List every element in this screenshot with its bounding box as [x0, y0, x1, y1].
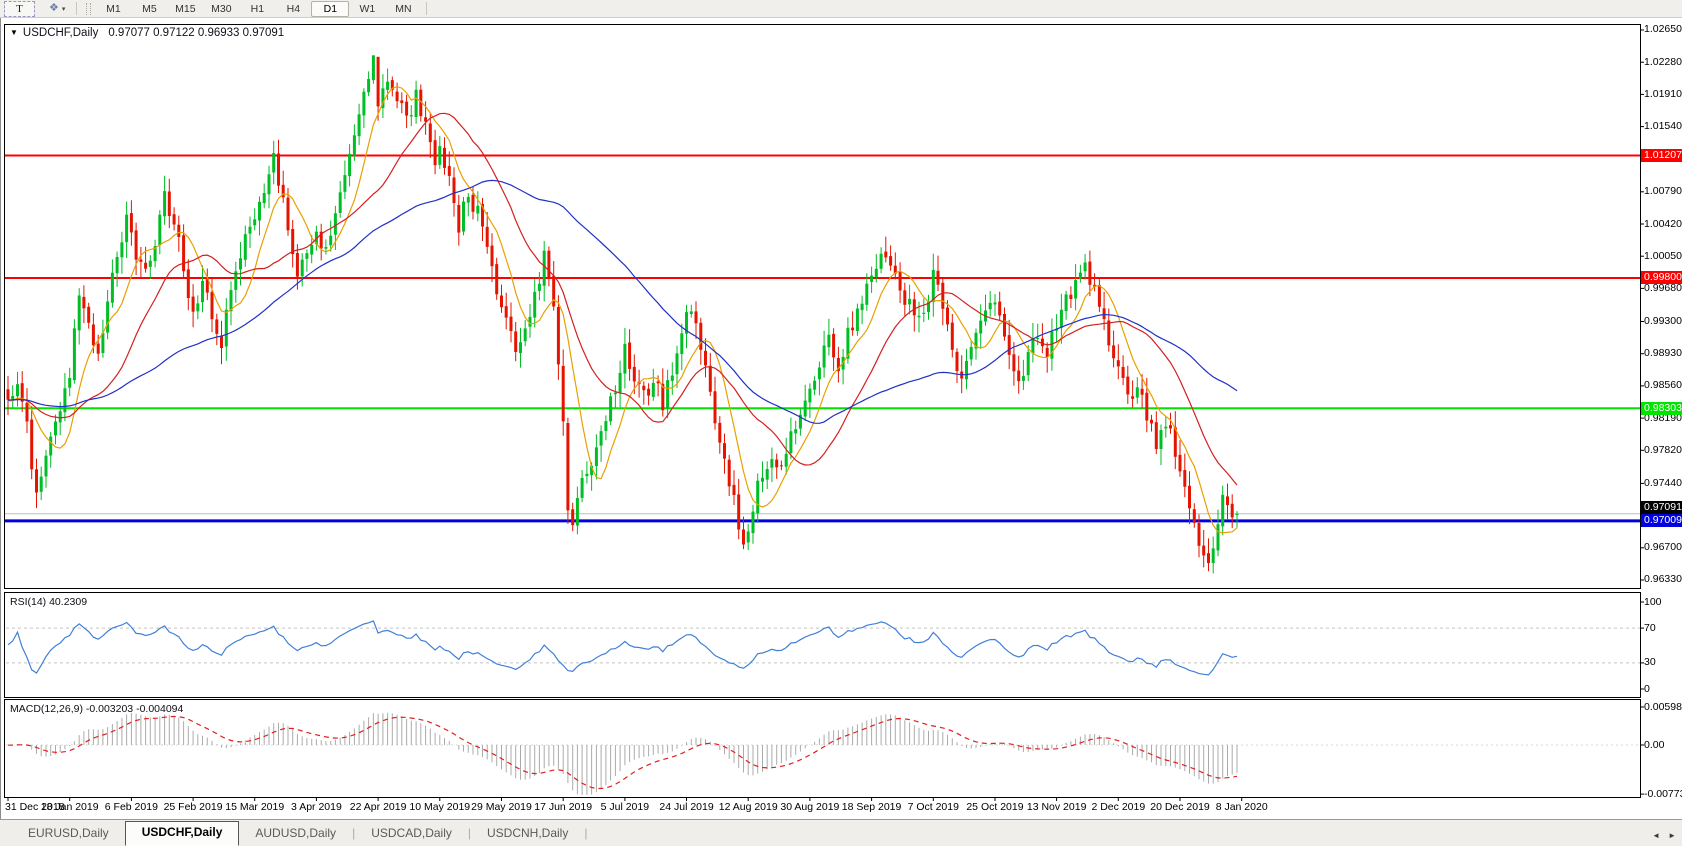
main-panel	[4, 24, 1641, 589]
chart-tab-bar: EURUSD,Daily USDCHF,Daily AUDUSD,Daily | USD…	[0, 819, 1682, 846]
date-axis-label: 10 May 2019	[409, 801, 471, 813]
price-tick-label: 0.97820	[1644, 443, 1682, 456]
moving-average-line	[7, 86, 1238, 534]
chart-header: ▼ USDCHF,Daily 0.97077 0.97122 0.96933 0.9…	[10, 27, 284, 39]
tab-separator: |	[467, 825, 471, 840]
main-panel-content	[5, 55, 1640, 574]
rsi-indicator-title: RSI(14) 40.2309	[10, 596, 88, 608]
timeframe-button-m15[interactable]: M15	[175, 2, 196, 15]
date-axis-label: 20 Dec 2019	[1150, 801, 1210, 813]
chart-symbol-label: USDCHF,Daily	[22, 27, 99, 39]
symbol-dropdown-icon[interactable]: ▼	[10, 28, 18, 37]
date-axis-label: 17 Jun 2019	[534, 801, 593, 813]
level-price-label: 0.98303	[1641, 401, 1682, 415]
tab-eurusd[interactable]: EURUSD,Daily	[28, 826, 109, 840]
rsi-tick-label: 0	[1644, 682, 1650, 695]
price-tick-label: 1.00050	[1644, 249, 1682, 262]
top-toolbar: T ❖ ▾ M1 M5 M15 M30 H1 H4 D1 W1 MN	[0, 0, 1682, 18]
date-axis-label: 6 Feb 2019	[104, 801, 158, 813]
macd-tick-label: -0.007733	[1644, 787, 1682, 800]
price-tick-label: 0.96700	[1644, 541, 1682, 554]
tab-usdcnh[interactable]: USDCNH,Daily	[487, 826, 569, 840]
rsi-line	[7, 620, 1238, 676]
date-axis-label: 12 Aug 2019	[718, 801, 778, 813]
current-price-label: 0.97091	[1641, 501, 1682, 515]
chart-ohlc-values: 0.97077 0.97122 0.96933 0.97091	[108, 27, 285, 39]
price-tick-label: 0.96330	[1644, 573, 1682, 586]
date-axis-label: 3 Apr 2019	[291, 801, 342, 813]
tab-scroll-right-icon[interactable]: ►	[1668, 831, 1676, 840]
date-axis-label: 24 Jul 2019	[659, 801, 714, 813]
level-price-label: 1.01207	[1641, 149, 1682, 163]
tab-separator: |	[352, 825, 356, 840]
date-axis-label: 18 Sep 2019	[841, 801, 902, 813]
toolbar-grip[interactable]	[86, 2, 92, 15]
toolbar-separator	[426, 2, 428, 15]
tab-usdcad[interactable]: USDCAD,Daily	[371, 826, 452, 840]
timeframe-button-m30[interactable]: M30	[211, 2, 232, 15]
price-tick-label: 1.01910	[1644, 87, 1682, 100]
macd-indicator-title: MACD(12,26,9) -0.003203 -0.004094	[10, 703, 184, 715]
level-price-label: 0.99800	[1641, 271, 1682, 285]
chevron-down-icon: ▾	[61, 5, 66, 13]
date-axis-label: 22 Apr 2019	[349, 801, 407, 813]
date-axis-label: 15 Mar 2019	[225, 801, 285, 813]
price-tick-label: 0.98930	[1644, 347, 1682, 360]
tab-scroll-left-icon[interactable]: ◄	[1652, 831, 1661, 840]
window-left-edge	[0, 18, 1, 842]
rsi-tick-label: 100	[1644, 595, 1662, 608]
date-axis-label: 30 Aug 2019	[780, 801, 840, 813]
macd-signal-line	[7, 715, 1238, 790]
timeframe-button-mn[interactable]: MN	[395, 2, 412, 15]
price-tick-label: 0.99680	[1644, 281, 1682, 294]
rsi-tick-label: 70	[1644, 621, 1656, 634]
text-tool-button[interactable]: T	[4, 0, 35, 17]
date-axis-label: 25 Feb 2019	[163, 801, 223, 813]
price-tick-label: 0.99300	[1644, 315, 1682, 327]
price-tick-label: 1.00790	[1644, 185, 1682, 198]
timeframe-button-d1[interactable]: D1	[311, 0, 350, 17]
tab-audusd[interactable]: AUDUSD,Daily	[255, 826, 337, 840]
timeframe-button-h4[interactable]: H4	[286, 2, 301, 15]
timeframe-button-m5[interactable]: M5	[142, 2, 157, 15]
price-tick-label: 1.02650	[1644, 23, 1682, 36]
tab-separator: |	[584, 825, 588, 840]
macd-tick-label: 0.00	[1644, 738, 1665, 751]
timeframe-button-w1[interactable]: W1	[359, 2, 376, 15]
moving-average-line	[7, 179, 1238, 424]
level-price-label: 0.97009	[1641, 514, 1682, 528]
timeframe-button-m1[interactable]: M1	[106, 2, 121, 15]
moving-average-line	[7, 112, 1238, 486]
date-axis-label: 5 Jul 2019	[600, 801, 650, 813]
styles-tool-button[interactable]: ❖ ▾	[43, 1, 71, 16]
tab-usdchf[interactable]: USDCHF,Daily	[124, 821, 240, 846]
macd-panel	[4, 699, 1641, 798]
rsi-panel-content	[6, 620, 1640, 676]
timeframe-button-h1[interactable]: H1	[250, 2, 265, 15]
date-axis-label: 13 Nov 2019	[1026, 801, 1087, 813]
price-tick-label: 1.01540	[1644, 120, 1682, 133]
price-tick-label: 1.02280	[1644, 55, 1682, 68]
date-axis-label: 7 Oct 2019	[907, 801, 959, 813]
date-axis-label: 29 May 2019	[471, 801, 532, 813]
date-axis-label: 25 Oct 2019	[966, 801, 1024, 813]
date-axis-label: 8 Jan 2020	[1215, 801, 1268, 813]
date-axis-label: 2 Dec 2019	[1091, 801, 1146, 813]
price-tick-label: 1.00420	[1644, 217, 1682, 230]
macd-panel-content	[6, 712, 1640, 795]
macd-tick-label: 0.005986	[1644, 700, 1682, 713]
rsi-tick-label: 30	[1644, 656, 1656, 669]
date-axis-label: 18 Jan 2019	[40, 801, 99, 813]
toolbar-separator	[76, 2, 78, 15]
price-tick-label: 0.98560	[1644, 379, 1682, 392]
price-tick-label: 0.97440	[1644, 476, 1682, 489]
rsi-panel	[4, 592, 1641, 698]
styles-icon: ❖	[49, 2, 59, 14]
date-axis-label: 31 Dec 2018	[5, 801, 65, 813]
